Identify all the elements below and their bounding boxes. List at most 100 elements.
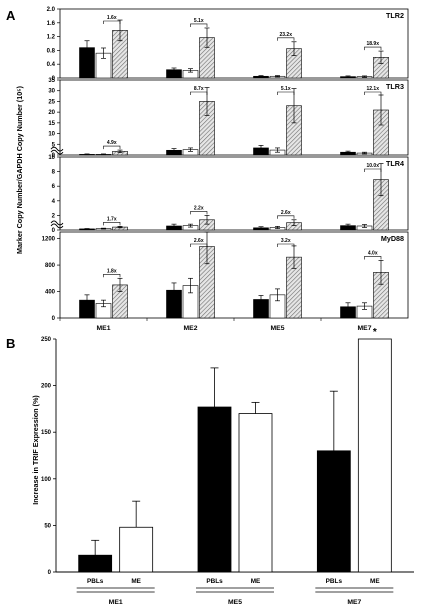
panel-a-myd88-tick-label: 800 bbox=[45, 263, 56, 269]
panel-a-tlr4-tick-label: 2 bbox=[52, 213, 56, 219]
panel-b-y-axis-title: Increase in TRIF Expression (%) bbox=[31, 395, 40, 505]
panel-a-tlr3-tick-label: 5 bbox=[52, 142, 56, 148]
panel-b-bar-pbls bbox=[78, 554, 113, 573]
panel-a-category-label: ME1 bbox=[97, 325, 111, 332]
panel-a-tlr3-title: TLR3 bbox=[386, 82, 404, 91]
panel-a-category-label: ME2 bbox=[184, 325, 198, 332]
panel-a-tlr3-tick-label: 30 bbox=[48, 89, 55, 95]
panel-a-myd88-fold-bracket bbox=[364, 256, 382, 260]
panel-a-myd88-fold-bracket bbox=[277, 243, 295, 247]
panel-b-label: B bbox=[6, 336, 15, 351]
panel-b-tick-label: 100 bbox=[41, 477, 52, 483]
panel-a-tlr4-fold-bracket bbox=[103, 222, 121, 226]
panel-a-label: A bbox=[6, 8, 16, 23]
panel-a-tlr2-fold-label: 1.6x bbox=[107, 15, 117, 21]
panel-a-myd88-fold-label: 2.6x bbox=[194, 238, 204, 244]
panel-a-tlr2-tick-label: 0 bbox=[52, 76, 56, 82]
panel-b-bar-label: PBLs bbox=[87, 578, 104, 585]
panel-a-myd88-title: MyD88 bbox=[381, 234, 404, 243]
panel-a-tlr3-fold-bracket bbox=[364, 91, 382, 95]
panel-a-tlr3-fold-label: 5.1x bbox=[281, 86, 291, 92]
panel-a-tlr3-axis-break-mark bbox=[50, 149, 64, 155]
panel-a-myd88-fold-label: 3.2x bbox=[281, 238, 291, 244]
panel-a-myd88-fold-bracket bbox=[103, 274, 121, 278]
panel-a-tlr3-fold-label: 4.9x bbox=[107, 140, 117, 146]
panel-a-tlr2-tick-label: 0.4 bbox=[47, 62, 56, 68]
panel-b-bar-me bbox=[238, 413, 273, 573]
panel-a-tlr3-tick-label: 0 bbox=[52, 153, 56, 159]
panel-b-bar-me bbox=[119, 526, 154, 573]
panel-a-tlr4-tick-label: 8 bbox=[52, 170, 56, 176]
panel-a-tlr3-fold-bracket bbox=[190, 91, 208, 95]
panel-a-tlr4-tick-label: 0 bbox=[52, 228, 56, 234]
panel-a-tlr2-tick-label: 2.0 bbox=[47, 7, 56, 13]
panel-a-tlr3-tick-label: 25 bbox=[48, 99, 55, 105]
panel-a-tlr4-fold-bracket bbox=[277, 215, 295, 219]
panel-a-tlr3-tick-label: 15 bbox=[48, 121, 55, 127]
panel-a-tlr2-fold-label: 23.2x bbox=[279, 32, 292, 38]
panel-a-tlr3-fold-label: 8.7x bbox=[194, 86, 204, 92]
panel-a-tlr4-fold-label: 2.2x bbox=[194, 205, 204, 211]
panel-a-myd88-frame bbox=[59, 231, 409, 319]
panel-b-bar-pbls bbox=[316, 450, 351, 573]
panel-b-group-label: ME1 bbox=[109, 599, 123, 606]
panel-b-tick-label: 150 bbox=[41, 430, 52, 436]
panel-a-tlr2-fold-bracket bbox=[364, 46, 382, 51]
panel-a-tlr4-fold-bracket bbox=[364, 168, 382, 172]
panel-a-tlr4-title: TLR4 bbox=[386, 159, 404, 168]
panel-b-chart: 0 50 100 150 200 250 PBLs ME ME1 PBLs ME ME5 PBLs ME M… bbox=[41, 327, 414, 606]
panel-a-tlr3-fold-label: 12.1x bbox=[366, 86, 379, 92]
panel-a-myd88-tick-label: 1200 bbox=[42, 237, 56, 243]
panel-b-bar-label: ME bbox=[251, 578, 261, 585]
panel-b-tick-label: 0 bbox=[48, 570, 52, 576]
panel-b-tick-label: 50 bbox=[44, 523, 51, 529]
panel-a-myd88-tick-label: 400 bbox=[45, 290, 56, 296]
panel-b-group-label: ME5 bbox=[228, 599, 242, 606]
panel-a-y-axis-title: Marker Copy Number/GAPDH Copy Number (10… bbox=[15, 85, 24, 254]
panel-a-myd88-tick-label: 0 bbox=[52, 316, 56, 322]
panel-a-tlr2-fold-bracket bbox=[277, 37, 295, 41]
panel-a-tlr4-axis-break-mark bbox=[50, 220, 64, 226]
panel-a-tlr3-fold-bracket bbox=[277, 91, 295, 95]
panel-a-tlr3-frame bbox=[59, 79, 409, 156]
panel-a-myd88-fold-bracket bbox=[190, 243, 208, 247]
panel-b-bar-pbls bbox=[197, 406, 232, 573]
panel-a-tlr4-tick-label: 10 bbox=[48, 155, 55, 161]
panel-a-category-label: ME7 bbox=[358, 325, 372, 332]
panel-a-tlr4-fold-label: 1.7x bbox=[107, 216, 117, 222]
panel-a-myd88-fold-label: 1.8x bbox=[107, 268, 117, 274]
panel-b-tick-label: 200 bbox=[41, 384, 52, 390]
panel-a-tlr4-tick-label: 6 bbox=[52, 184, 56, 190]
panel-b-bar-me bbox=[357, 338, 392, 573]
panel-b-bar-label: PBLs bbox=[326, 578, 343, 585]
panel-a-tlr4-fold-bracket bbox=[190, 211, 208, 215]
panel-a-tlr3-fold-bracket bbox=[103, 145, 121, 150]
panel-a-category-label: ME5 bbox=[271, 325, 285, 332]
panel-a-tlr4-tick-label: 4 bbox=[52, 199, 56, 205]
panel-a-tlr4-frame bbox=[59, 156, 409, 231]
panel-b-significance-asterisk: * bbox=[373, 327, 377, 338]
panel-a-tlr2-title: TLR2 bbox=[386, 11, 404, 20]
panel-a-tlr3-axis-break-mark bbox=[50, 146, 64, 152]
panel-b-bar-label: PBLs bbox=[206, 578, 223, 585]
panel-a-myd88-fold-label: 4.0x bbox=[368, 250, 378, 256]
panel-b-bar-label: ME bbox=[131, 578, 141, 585]
panel-a-tlr2-fold-label: 18.9x bbox=[366, 41, 379, 47]
panel-a-tlr2-fold-bracket bbox=[190, 23, 208, 27]
panel-a-tlr4-fold-label: 2.6x bbox=[281, 210, 291, 216]
panel-a-tlr3-tick-label: 20 bbox=[48, 110, 55, 116]
panel-a-tlr2-tick-label: 0.8 bbox=[47, 48, 56, 54]
panel-b-bar-label: ME bbox=[370, 578, 380, 585]
panel-a-tlr4-fold-label: 10.0x bbox=[366, 163, 379, 169]
panel-b-group-label: ME7 bbox=[347, 599, 361, 606]
panel-a-tlr2-tick-label: 1.6 bbox=[47, 21, 56, 27]
panel-a-tlr2-tick-label: 1.2 bbox=[47, 35, 56, 41]
panel-a-tlr3-tick-label: 10 bbox=[48, 132, 55, 138]
panel-a-tlr2-frame bbox=[59, 8, 409, 79]
panel-b-tick-label: 250 bbox=[41, 337, 52, 343]
panel-a-tlr4-axis-break-mark bbox=[50, 223, 64, 229]
panel-a-tlr2-fold-bracket bbox=[103, 20, 121, 24]
panel-a-tlr3-tick-label: 35 bbox=[48, 78, 55, 84]
